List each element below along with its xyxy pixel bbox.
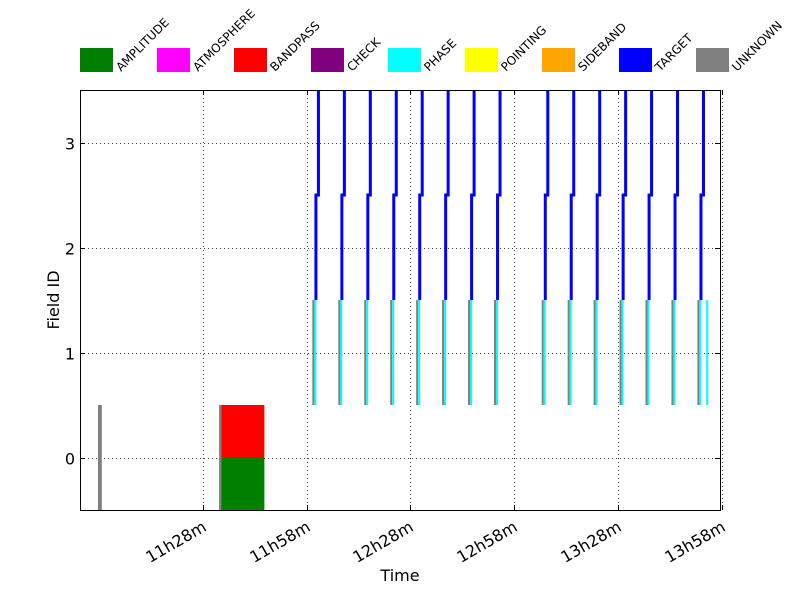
x-tick-label: 11h28m xyxy=(142,517,209,567)
x-tick-label: 13h58m xyxy=(661,517,728,567)
legend-swatch-amplitude xyxy=(80,48,113,72)
phase-cal-bar xyxy=(418,300,421,405)
legend-label-pointing: POINTING xyxy=(498,23,549,74)
target-scan-line xyxy=(392,90,398,300)
target-scan-line xyxy=(366,90,372,300)
phase-cal-unknown-bar xyxy=(645,300,648,405)
legend-swatch-pointing xyxy=(465,48,498,72)
legend-swatch-bandpass xyxy=(234,48,267,72)
block-bandpass xyxy=(221,405,265,458)
y-tick-label: 3 xyxy=(65,135,75,154)
target-scan-line xyxy=(418,90,424,300)
phase-cal-bar xyxy=(699,300,702,405)
phase-cal-bar xyxy=(340,300,343,405)
target-scan-line xyxy=(314,90,320,300)
target-scan-line xyxy=(444,90,450,300)
target-scan-line xyxy=(470,90,476,300)
phase-cal-bar xyxy=(569,300,572,405)
phase-cal-bar xyxy=(314,300,317,405)
y-tick-label: 2 xyxy=(65,240,75,259)
phase-cal-unknown-bar xyxy=(338,300,341,405)
x-tick-label: 12h28m xyxy=(349,517,416,567)
y-axis-label: Field ID xyxy=(44,270,63,329)
target-scan-line xyxy=(340,90,346,300)
phase-cal-unknown-bar xyxy=(671,300,674,405)
block-unknown xyxy=(97,405,102,510)
x-tick-label: 11h58m xyxy=(246,517,313,567)
target-scan-line xyxy=(647,90,654,300)
plot-frame xyxy=(80,90,721,511)
phase-cal-unknown-bar xyxy=(541,300,544,405)
legend-swatch-sideband xyxy=(542,48,575,72)
data-marks xyxy=(97,90,709,510)
target-scan-line xyxy=(543,90,550,300)
legend-label-target: TARGET xyxy=(652,30,696,74)
target-scan-line xyxy=(621,90,628,300)
legend: AMPLITUDE ATMOSPHERE BANDPASS CHECK PHASE POI… xyxy=(80,6,785,75)
phase-cal-bar xyxy=(595,300,598,405)
phase-cal-unknown-bar xyxy=(416,300,419,405)
phase-cal-unknown-bar xyxy=(697,300,700,405)
target-scan-line xyxy=(699,90,705,300)
target-scan-line xyxy=(496,90,502,300)
y-tick-label: 1 xyxy=(65,345,75,364)
phase-cal-bar xyxy=(444,300,447,405)
block-amplitude xyxy=(221,457,265,510)
phase-cal-unknown-bar xyxy=(442,300,445,405)
phase-cal-bar xyxy=(495,300,498,405)
y-tick-label: 0 xyxy=(65,450,75,469)
phase-cal-unknown-bar xyxy=(312,300,315,405)
legend-label-phase: PHASE xyxy=(421,36,459,74)
phase-cal-bar xyxy=(621,300,624,405)
x-tick-label: 13h28m xyxy=(557,517,624,567)
target-scan-line xyxy=(595,90,602,300)
legend-label-unknown: UNKNOWN xyxy=(729,18,785,74)
phase-cal-unknown-bar xyxy=(493,300,496,405)
phase-cal-bar xyxy=(366,300,369,405)
block-unknown xyxy=(219,405,222,510)
phase-cal-unknown-bar xyxy=(364,300,367,405)
phase-cal-unknown-bar xyxy=(593,300,596,405)
phase-cal-bar xyxy=(543,300,546,405)
legend-swatch-phase xyxy=(388,48,421,72)
phase-cal-bar xyxy=(647,300,650,405)
grid xyxy=(80,90,723,510)
phase-cal-bar xyxy=(673,300,676,405)
phase-cal-unknown-bar xyxy=(468,300,471,405)
legend-swatch-atmosphere xyxy=(157,48,190,72)
target-scan-line xyxy=(673,90,680,300)
legend-swatch-target xyxy=(619,48,652,72)
phase-cal-unknown-bar xyxy=(619,300,622,405)
phase-cal-unknown-bar xyxy=(390,300,393,405)
phase-cal-bar xyxy=(706,300,709,405)
phase-cal-unknown-bar xyxy=(567,300,570,405)
legend-swatch-check xyxy=(311,48,344,72)
phase-cal-bar xyxy=(470,300,473,405)
phase-cal-bar xyxy=(392,300,395,405)
target-scan-line xyxy=(569,90,576,300)
legend-label-check: CHECK xyxy=(344,34,384,74)
x-axis-label: Time xyxy=(379,566,419,585)
x-tick-label: 12h58m xyxy=(453,517,520,567)
legend-swatch-unknown xyxy=(696,48,729,72)
